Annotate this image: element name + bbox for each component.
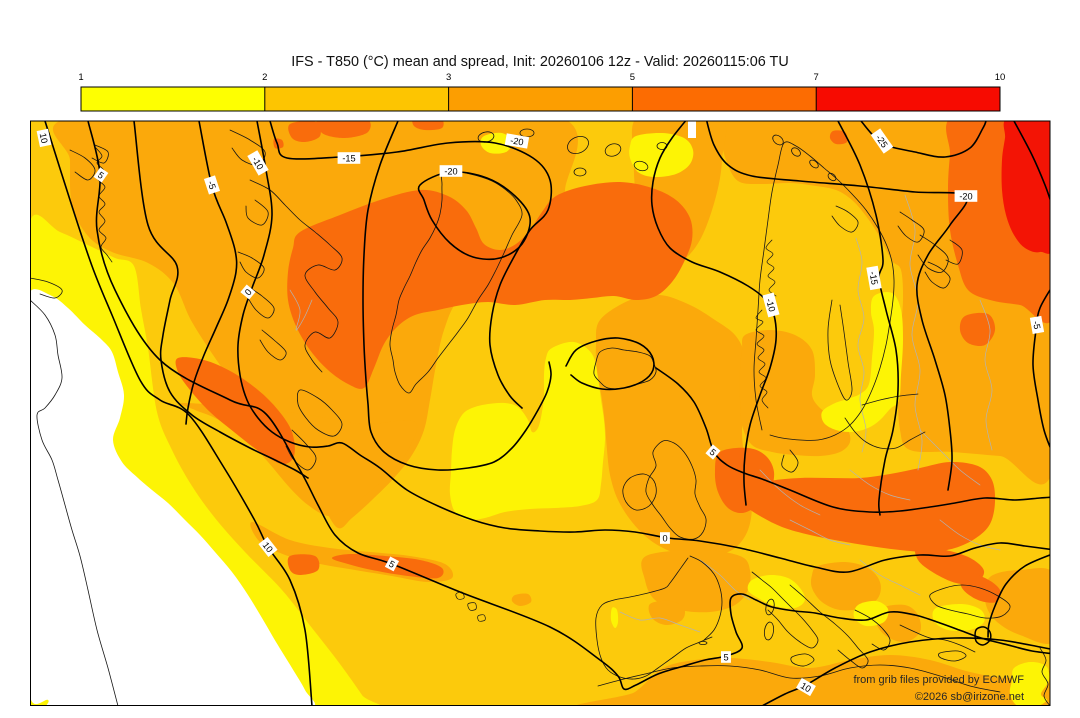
svg-text:-5: -5 <box>1031 320 1042 330</box>
svg-text:-20: -20 <box>959 191 972 201</box>
svg-text:-15: -15 <box>342 153 355 163</box>
svg-text:from grib files provided by EC: from grib files provided by ECMWF <box>853 674 1024 686</box>
svg-text:0: 0 <box>662 533 667 543</box>
svg-text:5: 5 <box>96 170 106 181</box>
svg-text:-20: -20 <box>510 135 525 147</box>
svg-text:-20: -20 <box>444 166 457 176</box>
svg-text:10: 10 <box>38 132 50 144</box>
svg-text:-15: -15 <box>868 271 880 286</box>
svg-text:-10: -10 <box>764 297 777 312</box>
svg-text:5: 5 <box>630 72 635 83</box>
svg-text:-5: -5 <box>206 180 218 191</box>
svg-text:©2026 sb@irizone.net: ©2026 sb@irizone.net <box>915 691 1024 703</box>
svg-text:10: 10 <box>799 680 813 694</box>
svg-text:10: 10 <box>261 540 275 554</box>
svg-text:IFS - T850 (°C) mean and sprea: IFS - T850 (°C) mean and spread, Init: 2… <box>291 54 788 70</box>
svg-text:5: 5 <box>708 447 718 458</box>
svg-text:1: 1 <box>78 72 83 83</box>
svg-text:5: 5 <box>387 559 396 570</box>
svg-text:5: 5 <box>723 652 728 662</box>
svg-text:2: 2 <box>262 72 267 83</box>
svg-text:3: 3 <box>446 72 451 83</box>
svg-text:10: 10 <box>995 72 1006 83</box>
svg-text:7: 7 <box>814 72 819 83</box>
svg-text:0: 0 <box>243 287 254 297</box>
